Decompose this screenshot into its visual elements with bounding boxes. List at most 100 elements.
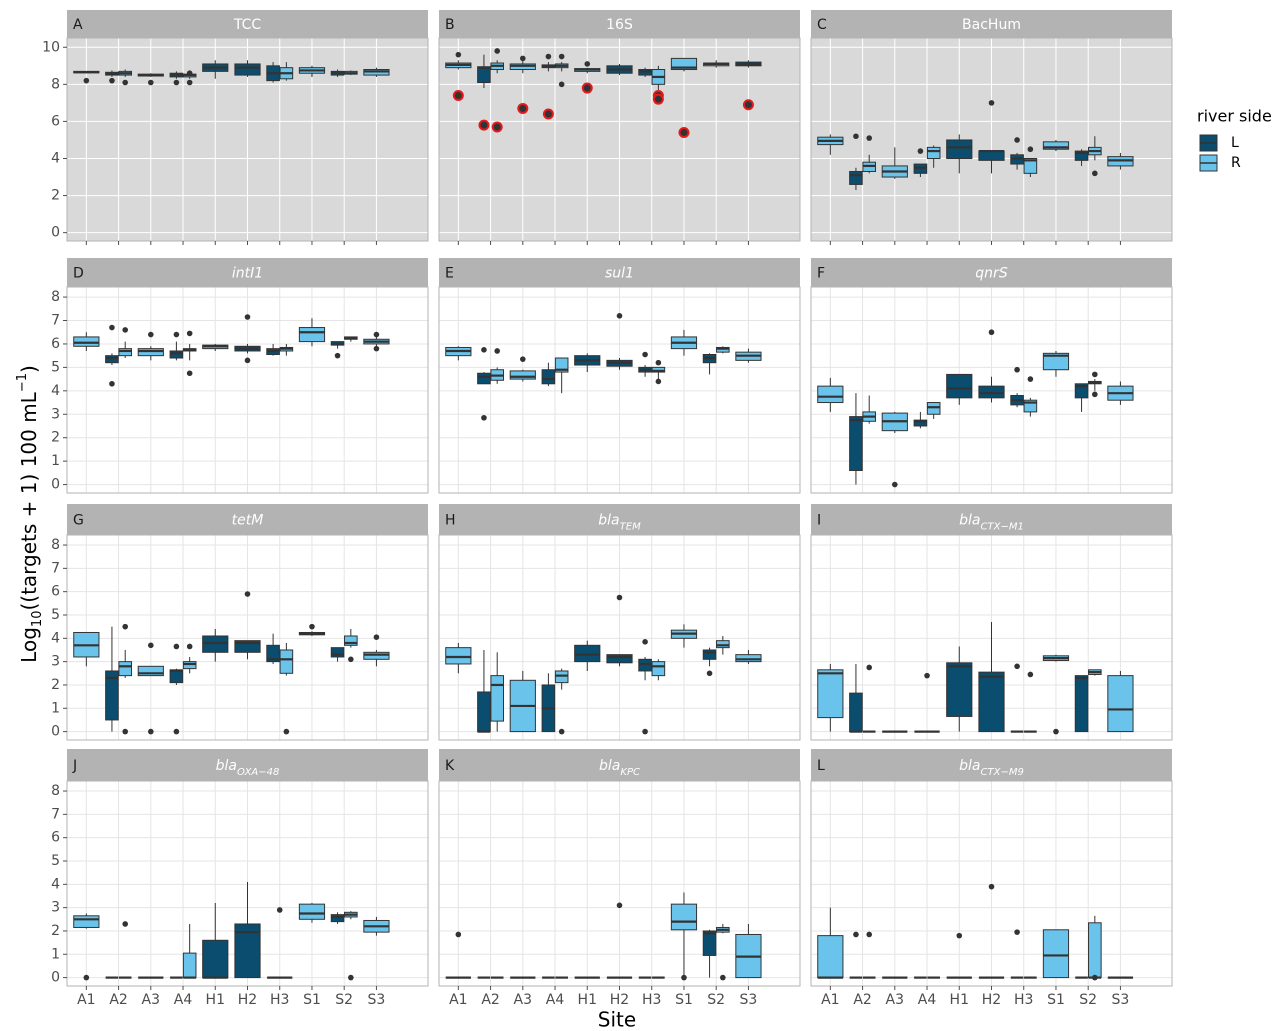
outlier xyxy=(655,378,662,385)
outlier xyxy=(148,331,154,338)
y-tick-label: 4 xyxy=(51,151,60,167)
outlier xyxy=(122,921,129,927)
x-tick-label: S1 xyxy=(1047,992,1065,1008)
y-tick-label: 7 xyxy=(51,806,60,822)
strip xyxy=(67,258,428,287)
box xyxy=(477,691,491,733)
outlier xyxy=(122,79,129,86)
y-tick-label: 5 xyxy=(51,607,60,623)
flagged-point xyxy=(491,121,503,133)
x-tick-label: H1 xyxy=(578,992,597,1008)
box xyxy=(1107,675,1134,733)
x-tick-label: A1 xyxy=(449,992,467,1008)
strip xyxy=(811,504,1172,535)
y-tick-label: 0 xyxy=(51,477,60,493)
outlier xyxy=(616,313,623,319)
y-tick-label: 2 xyxy=(51,677,60,693)
box xyxy=(735,654,762,663)
outlier xyxy=(283,728,290,735)
outlier xyxy=(917,148,924,154)
title-sub: KPC xyxy=(620,767,640,778)
box xyxy=(1042,141,1070,150)
panel-title: blaTEM xyxy=(598,513,641,533)
y-axis-title: Log10((targets + 1) 100 mL−1) xyxy=(15,365,45,663)
outlier xyxy=(481,347,487,353)
box xyxy=(477,372,491,385)
box xyxy=(817,385,844,404)
outlier xyxy=(956,932,963,939)
outlier xyxy=(373,331,380,338)
panel-title: tetM xyxy=(232,513,264,529)
box xyxy=(541,369,556,385)
outlier xyxy=(558,81,565,88)
y-tick-label: 0 xyxy=(51,724,60,740)
x-tick-label: A3 xyxy=(142,992,160,1008)
box xyxy=(849,692,863,733)
box xyxy=(298,327,326,343)
strip xyxy=(67,749,428,781)
box xyxy=(169,350,184,359)
x-tick-label: A3 xyxy=(886,992,904,1008)
panel: A TCC 0 2 4 6 8 10 xyxy=(42,10,429,245)
x-tick-label: S3 xyxy=(368,992,386,1008)
y-title-part: Log xyxy=(17,627,41,663)
outlier xyxy=(348,974,354,981)
y-tick-label: 10 xyxy=(42,39,60,55)
x-tick-label: A1 xyxy=(821,992,839,1008)
outlier xyxy=(1014,366,1020,373)
box xyxy=(182,661,197,670)
strip xyxy=(811,749,1172,781)
panel-title: TCC xyxy=(233,17,262,33)
strip xyxy=(439,258,800,287)
outlier xyxy=(109,380,115,387)
strip xyxy=(67,504,428,535)
box xyxy=(926,146,941,160)
x-axis-title: Site xyxy=(598,1008,636,1031)
box xyxy=(1023,158,1038,174)
outlier xyxy=(988,329,995,336)
y-tick-label: 8 xyxy=(51,76,60,92)
box xyxy=(298,903,326,920)
box xyxy=(817,935,844,979)
outlier xyxy=(373,345,380,352)
x-tick-label: H2 xyxy=(610,992,629,1008)
box xyxy=(651,661,666,677)
box xyxy=(234,63,261,76)
outlier xyxy=(186,79,193,86)
outlier xyxy=(616,594,623,601)
x-tick-label: S2 xyxy=(1079,992,1097,1008)
box xyxy=(1088,922,1102,979)
panel: C BacHum xyxy=(810,10,1173,245)
outlier xyxy=(853,931,859,938)
box xyxy=(926,402,941,415)
y-tick-label: 4 xyxy=(51,630,60,646)
strip xyxy=(439,749,800,781)
box xyxy=(716,640,730,649)
box xyxy=(118,348,133,357)
x-tick-label: H3 xyxy=(642,992,661,1008)
panel-title: 16S xyxy=(606,17,633,33)
y-tick-label: 6 xyxy=(51,336,60,352)
strip xyxy=(67,10,428,38)
box xyxy=(670,903,698,931)
flagged-point xyxy=(742,99,754,111)
outlier xyxy=(655,359,662,366)
outlier xyxy=(866,135,873,141)
title-sub: TEM xyxy=(620,521,641,532)
flagged-point xyxy=(678,127,690,139)
box xyxy=(1074,383,1089,399)
panel-tag: J xyxy=(72,758,77,774)
x-tick-label: S2 xyxy=(335,992,353,1008)
outlier xyxy=(309,623,315,630)
title-main: bla xyxy=(959,758,980,774)
panel: B 16S xyxy=(438,10,801,245)
y-tick-label: 2 xyxy=(51,430,60,446)
panel-title: qnrS xyxy=(975,266,1008,282)
y-tick-label: 7 xyxy=(51,313,60,329)
strip xyxy=(811,258,1172,287)
box xyxy=(266,644,280,663)
